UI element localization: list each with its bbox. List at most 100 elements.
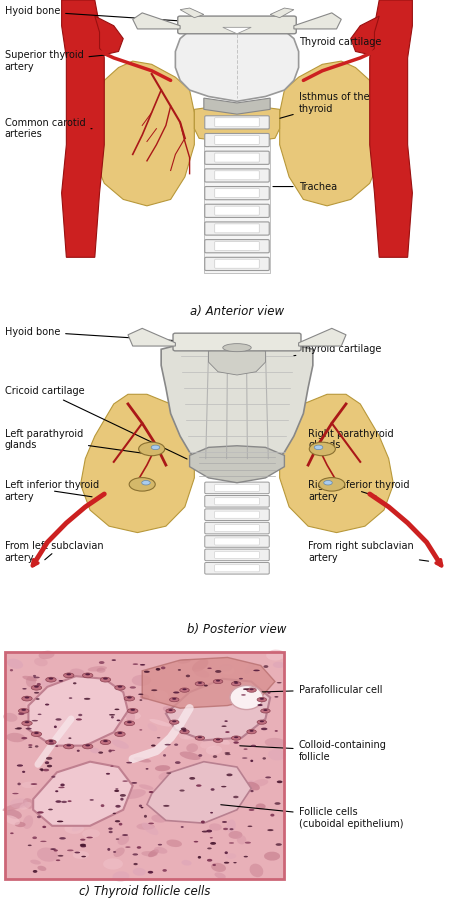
Ellipse shape bbox=[186, 744, 198, 752]
Ellipse shape bbox=[196, 785, 201, 786]
Ellipse shape bbox=[257, 720, 266, 724]
Ellipse shape bbox=[207, 859, 212, 862]
Text: From left subclavian
artery: From left subclavian artery bbox=[5, 541, 103, 563]
Ellipse shape bbox=[225, 731, 230, 733]
Text: Follicle cells
(cuboidal epithelium): Follicle cells (cuboidal epithelium) bbox=[221, 805, 403, 829]
Ellipse shape bbox=[261, 708, 270, 713]
Polygon shape bbox=[223, 27, 251, 34]
Ellipse shape bbox=[21, 737, 27, 739]
FancyBboxPatch shape bbox=[215, 118, 259, 127]
Ellipse shape bbox=[210, 812, 213, 814]
Ellipse shape bbox=[22, 721, 32, 726]
Polygon shape bbox=[81, 394, 194, 533]
Ellipse shape bbox=[68, 737, 72, 739]
Ellipse shape bbox=[4, 815, 20, 824]
Text: Hyoid bone: Hyoid bone bbox=[5, 326, 182, 341]
Ellipse shape bbox=[95, 722, 118, 728]
Ellipse shape bbox=[67, 733, 78, 739]
Ellipse shape bbox=[180, 792, 194, 801]
Ellipse shape bbox=[82, 829, 100, 838]
Ellipse shape bbox=[155, 668, 160, 670]
Ellipse shape bbox=[51, 728, 61, 737]
Ellipse shape bbox=[73, 682, 76, 684]
Ellipse shape bbox=[38, 651, 55, 660]
Ellipse shape bbox=[211, 779, 223, 786]
Ellipse shape bbox=[43, 691, 61, 699]
Ellipse shape bbox=[31, 732, 42, 737]
Ellipse shape bbox=[166, 772, 171, 774]
Ellipse shape bbox=[32, 836, 37, 839]
Text: Right inferior thyroid
artery: Right inferior thyroid artery bbox=[308, 480, 410, 502]
Ellipse shape bbox=[31, 685, 42, 690]
Ellipse shape bbox=[314, 445, 323, 449]
Ellipse shape bbox=[217, 692, 229, 699]
Ellipse shape bbox=[42, 825, 46, 828]
Ellipse shape bbox=[46, 739, 56, 745]
Ellipse shape bbox=[82, 673, 93, 678]
FancyBboxPatch shape bbox=[215, 259, 259, 268]
Ellipse shape bbox=[137, 846, 141, 849]
Ellipse shape bbox=[255, 804, 265, 809]
Text: Trachea: Trachea bbox=[273, 181, 337, 191]
Ellipse shape bbox=[100, 739, 111, 745]
FancyBboxPatch shape bbox=[215, 552, 259, 558]
Ellipse shape bbox=[57, 821, 64, 823]
FancyBboxPatch shape bbox=[205, 535, 269, 547]
Text: Common carotid
arteries: Common carotid arteries bbox=[5, 118, 92, 140]
Ellipse shape bbox=[309, 442, 336, 456]
Ellipse shape bbox=[148, 823, 154, 824]
Polygon shape bbox=[370, 0, 412, 257]
Text: Superior thyroid
artery: Superior thyroid artery bbox=[5, 51, 106, 72]
Ellipse shape bbox=[257, 698, 266, 702]
FancyBboxPatch shape bbox=[205, 151, 269, 164]
Ellipse shape bbox=[54, 726, 57, 728]
Ellipse shape bbox=[47, 765, 52, 767]
Ellipse shape bbox=[66, 673, 71, 675]
Ellipse shape bbox=[172, 720, 176, 722]
Ellipse shape bbox=[72, 766, 86, 776]
Ellipse shape bbox=[144, 814, 147, 818]
Polygon shape bbox=[299, 328, 346, 346]
Ellipse shape bbox=[210, 735, 230, 745]
Ellipse shape bbox=[33, 675, 36, 677]
Ellipse shape bbox=[130, 686, 136, 689]
Polygon shape bbox=[294, 13, 341, 29]
Ellipse shape bbox=[15, 728, 21, 729]
Ellipse shape bbox=[213, 738, 223, 742]
Ellipse shape bbox=[45, 761, 49, 764]
Ellipse shape bbox=[18, 713, 25, 715]
Ellipse shape bbox=[85, 745, 90, 747]
Ellipse shape bbox=[260, 720, 264, 722]
Ellipse shape bbox=[141, 851, 157, 856]
Ellipse shape bbox=[51, 776, 55, 778]
Polygon shape bbox=[180, 8, 204, 18]
Ellipse shape bbox=[180, 688, 189, 692]
Ellipse shape bbox=[186, 675, 190, 678]
Ellipse shape bbox=[207, 847, 212, 849]
Text: Isthmus of the
thyroid: Isthmus of the thyroid bbox=[280, 92, 369, 119]
Ellipse shape bbox=[146, 768, 148, 769]
Ellipse shape bbox=[26, 728, 32, 729]
Ellipse shape bbox=[37, 714, 42, 715]
FancyBboxPatch shape bbox=[205, 239, 269, 253]
Ellipse shape bbox=[41, 768, 44, 771]
Ellipse shape bbox=[109, 714, 115, 716]
Ellipse shape bbox=[111, 660, 116, 661]
Ellipse shape bbox=[264, 665, 268, 668]
Ellipse shape bbox=[225, 754, 231, 756]
Ellipse shape bbox=[117, 719, 120, 721]
Ellipse shape bbox=[226, 853, 236, 859]
Ellipse shape bbox=[19, 802, 31, 810]
Ellipse shape bbox=[63, 797, 87, 804]
Ellipse shape bbox=[230, 686, 263, 709]
Text: Cricoid cartilage: Cricoid cartilage bbox=[5, 386, 187, 459]
Ellipse shape bbox=[206, 746, 222, 755]
Ellipse shape bbox=[78, 714, 82, 717]
Ellipse shape bbox=[138, 442, 165, 456]
Ellipse shape bbox=[221, 786, 227, 787]
Polygon shape bbox=[95, 16, 123, 54]
Ellipse shape bbox=[164, 744, 171, 746]
Ellipse shape bbox=[180, 729, 189, 734]
Ellipse shape bbox=[239, 678, 243, 680]
Ellipse shape bbox=[103, 858, 123, 870]
